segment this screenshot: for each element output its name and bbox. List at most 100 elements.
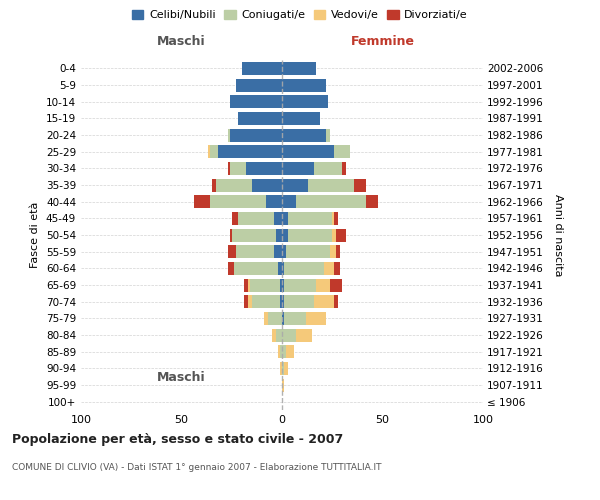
Bar xyxy=(336,245,340,258)
Bar xyxy=(282,78,326,92)
Bar xyxy=(274,245,282,258)
Bar xyxy=(282,378,284,392)
Bar xyxy=(272,328,276,342)
Bar xyxy=(242,62,282,75)
Bar xyxy=(278,262,282,275)
Bar xyxy=(308,178,355,192)
Bar xyxy=(296,195,367,208)
Bar xyxy=(232,228,276,241)
Bar xyxy=(274,212,282,225)
Bar xyxy=(332,228,336,241)
Bar xyxy=(276,328,282,342)
Bar xyxy=(252,295,280,308)
Bar xyxy=(326,128,330,141)
Bar xyxy=(330,245,336,258)
Text: Maschi: Maschi xyxy=(157,372,206,384)
Text: Maschi: Maschi xyxy=(157,34,206,48)
Bar xyxy=(250,278,280,291)
Bar xyxy=(280,362,282,375)
Bar xyxy=(367,195,379,208)
Bar xyxy=(268,312,282,325)
Bar xyxy=(230,162,246,175)
Bar xyxy=(282,328,296,342)
Bar xyxy=(334,145,350,158)
Bar xyxy=(252,178,282,192)
Bar xyxy=(280,345,282,358)
Bar xyxy=(230,228,232,241)
Bar xyxy=(232,212,238,225)
Bar xyxy=(282,228,288,241)
Bar xyxy=(209,195,266,208)
Bar xyxy=(238,212,274,225)
Bar xyxy=(282,312,284,325)
Bar xyxy=(212,178,215,192)
Text: COMUNE DI CLIVIO (VA) - Dati ISTAT 1° gennaio 2007 - Elaborazione TUTTITALIA.IT: COMUNE DI CLIVIO (VA) - Dati ISTAT 1° ge… xyxy=(12,462,382,471)
Bar xyxy=(324,262,334,275)
Bar xyxy=(238,112,282,125)
Bar xyxy=(284,362,288,375)
Bar xyxy=(288,212,332,225)
Bar xyxy=(334,212,338,225)
Bar xyxy=(282,345,286,358)
Bar xyxy=(282,112,320,125)
Bar xyxy=(334,295,338,308)
Bar xyxy=(284,262,324,275)
Bar xyxy=(296,328,312,342)
Bar xyxy=(248,278,250,291)
Bar xyxy=(282,178,308,192)
Bar xyxy=(282,262,284,275)
Bar xyxy=(230,95,282,108)
Bar xyxy=(284,295,314,308)
Bar xyxy=(284,312,306,325)
Bar xyxy=(286,245,330,258)
Bar xyxy=(314,295,334,308)
Bar xyxy=(209,145,218,158)
Bar xyxy=(282,278,284,291)
Bar xyxy=(284,278,316,291)
Bar xyxy=(282,162,314,175)
Bar xyxy=(282,62,316,75)
Text: Popolazione per età, sesso e stato civile - 2007: Popolazione per età, sesso e stato civil… xyxy=(12,432,343,446)
Bar xyxy=(264,312,268,325)
Bar xyxy=(215,178,252,192)
Bar xyxy=(230,128,282,141)
Bar xyxy=(288,228,332,241)
Bar xyxy=(282,212,288,225)
Bar xyxy=(228,262,234,275)
Bar xyxy=(314,162,343,175)
Bar xyxy=(280,295,282,308)
Bar xyxy=(334,262,340,275)
Bar xyxy=(236,78,282,92)
Bar xyxy=(218,145,282,158)
Legend: Celibi/Nubili, Coniugati/e, Vedovi/e, Divorziati/e: Celibi/Nubili, Coniugati/e, Vedovi/e, Di… xyxy=(128,6,472,25)
Bar xyxy=(282,245,286,258)
Bar xyxy=(336,228,346,241)
Bar xyxy=(266,195,282,208)
Bar xyxy=(343,162,346,175)
Y-axis label: Fasce di età: Fasce di età xyxy=(31,202,40,268)
Bar xyxy=(246,162,282,175)
Bar xyxy=(316,278,330,291)
Y-axis label: Anni di nascita: Anni di nascita xyxy=(553,194,563,276)
Bar xyxy=(236,245,274,258)
Bar xyxy=(228,162,230,175)
Bar xyxy=(280,278,282,291)
Bar xyxy=(234,262,278,275)
Bar xyxy=(248,295,252,308)
Bar xyxy=(282,195,296,208)
Bar xyxy=(330,278,343,291)
Bar xyxy=(194,195,209,208)
Bar xyxy=(278,345,280,358)
Text: Femmine: Femmine xyxy=(350,34,415,48)
Bar xyxy=(282,145,334,158)
Bar xyxy=(228,128,230,141)
Bar xyxy=(228,245,236,258)
Bar xyxy=(208,145,209,158)
Bar xyxy=(282,95,328,108)
Bar xyxy=(244,295,248,308)
Bar xyxy=(244,278,248,291)
Bar xyxy=(282,128,326,141)
Bar xyxy=(332,212,334,225)
Bar xyxy=(306,312,326,325)
Bar xyxy=(355,178,367,192)
